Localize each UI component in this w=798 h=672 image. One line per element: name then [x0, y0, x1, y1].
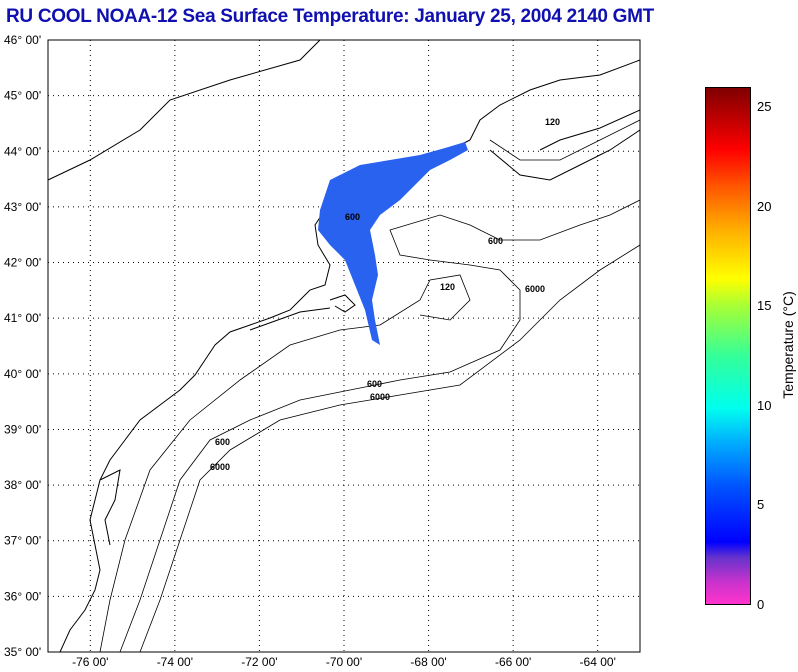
colorbar: [705, 87, 751, 605]
lon-tick-label: -68 00': [410, 655, 446, 669]
contour-label: 600: [215, 437, 230, 447]
lon-tick-label: -72 00': [241, 655, 277, 669]
lat-tick-label: 37° 00': [4, 534, 41, 548]
contour-label: 120: [440, 282, 455, 292]
colorbar-tick-label: 20: [757, 198, 772, 214]
contour-label: 600: [367, 379, 382, 389]
lat-tick-label: 43° 00': [4, 200, 41, 214]
lat-tick-label: 39° 00': [4, 422, 41, 436]
lon-tick-label: -66 00': [495, 655, 531, 669]
lon-tick-label: -76 00': [72, 655, 108, 669]
lat-tick-label: 40° 00': [4, 367, 41, 381]
sst-patch: [318, 142, 468, 345]
lat-tick-label: 46° 00': [4, 33, 41, 47]
colorbar-tick-label: 5: [757, 497, 765, 513]
contour-6000: [139, 244, 641, 653]
colorbar-tick-label: 0: [757, 597, 765, 612]
contour-label: 120: [545, 117, 560, 127]
lat-tick-label: 45° 00': [4, 89, 41, 103]
lat-tick-label: 35° 00': [4, 645, 41, 659]
lat-tick-label: 44° 00': [4, 144, 41, 158]
lat-tick-label: 41° 00': [4, 311, 41, 325]
lon-tick-label: -64 00': [580, 655, 616, 669]
contour-600: [119, 199, 641, 653]
chart-title: RU COOL NOAA-12 Sea Surface Temperature:…: [6, 6, 654, 27]
contour-label: 6000: [525, 284, 545, 294]
contour-label: 600: [345, 212, 360, 222]
colorbar-tick-label: 10: [757, 397, 772, 413]
colorbar-label: Temperature (°C): [780, 291, 796, 399]
colorbar-tick-label: 15: [757, 298, 772, 314]
lon-tick-label: -70 00': [326, 655, 362, 669]
lat-tick-label: 42° 00': [4, 256, 41, 270]
contour-120: [99, 119, 641, 653]
coastline: [47, 39, 641, 653]
lat-tick-label: 36° 00': [4, 589, 41, 603]
contour-label: 6000: [370, 392, 390, 402]
contour-label: 600: [488, 236, 503, 246]
lon-tick-label: -74 00': [157, 655, 193, 669]
colorbar-tick-label: 25: [757, 98, 772, 114]
contour-label: 6000: [210, 462, 230, 472]
lat-tick-label: 38° 00': [4, 478, 41, 492]
